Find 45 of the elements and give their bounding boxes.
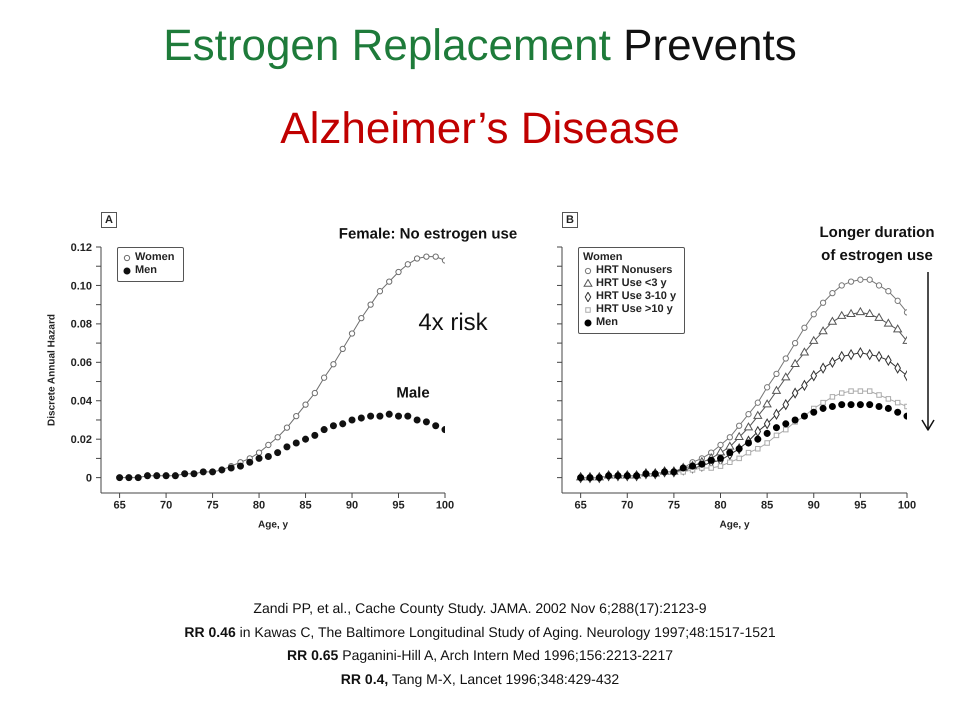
x-tick-label: 90 [808, 499, 820, 512]
x-tick-label: 65 [113, 499, 126, 512]
legend-label: HRT Use 3-10 y [596, 290, 676, 303]
x-tick-label: 100 [898, 499, 916, 512]
x-tick-label: 80 [252, 499, 266, 512]
text: RR 0.4, Tang M-X, Lancet 1996;348:429-432 [340, 670, 620, 690]
legend-label: HRT Use <3 y [596, 277, 667, 290]
x-axis-title: Age, y [719, 520, 750, 530]
legend-title: Women [583, 251, 624, 264]
x-tick-label: 70 [160, 499, 172, 512]
annotation: Longer duration of estrogen use [818, 223, 936, 266]
y-tick-label: 0.12 [70, 242, 92, 254]
annotation: Male [396, 384, 430, 402]
x-tick-label: 75 [206, 499, 219, 512]
y-tick-label: 0.04 [70, 396, 93, 408]
x-tick-label: 100 [436, 499, 454, 512]
legend-label: Women [135, 251, 175, 264]
annotation: 4x risk [418, 309, 488, 337]
text: RR 0.46 in Kawas C, The Baltimore Longitudinal Study of Aging. Neurology 1997;48:1517-1521 [183, 622, 777, 642]
x-tick-label: 95 [854, 499, 867, 512]
y-axis-title: Discrete Annual Hazard [46, 314, 58, 426]
x-tick-label: 85 [761, 499, 774, 512]
x-tick-label: 95 [392, 499, 405, 512]
y-tick-label: 0.06 [70, 357, 92, 370]
x-tick-label: 70 [621, 499, 634, 512]
chart-title: Estrogen Replacement Prevents Alzheimer’s Disease [163, 21, 797, 153]
y-tick-label: 0 [86, 472, 92, 484]
y-tick-label: 0.02 [70, 434, 92, 446]
text: Female: No estrogen use [338, 226, 518, 242]
chart-title: B [562, 212, 578, 228]
y-tick-label: 0.08 [70, 318, 92, 331]
x-tick-label: 75 [668, 499, 680, 512]
text: RR 0.65 Paganini-Hill A, Arch Intern Med 1996;156:2213-2217 [286, 646, 674, 666]
legend-label: HRT Nonusers [596, 264, 672, 277]
x-tick-label: 90 [346, 499, 358, 512]
x-tick-label: 85 [299, 499, 312, 512]
x-axis-title: Age, y [258, 520, 288, 530]
x-tick-label: 65 [574, 499, 587, 512]
legend-label: HRT Use >10 y [596, 303, 673, 316]
legend-label: Men [135, 264, 157, 277]
y-tick-label: 0.10 [70, 280, 92, 292]
x-tick-label: 80 [714, 499, 727, 512]
legend-label: Men [596, 316, 618, 329]
chart-title: A [101, 212, 117, 228]
text: Zandi PP, et al., Cache County Study. JAMA. 2002 Nov 6;288(17):2123-9 [252, 599, 708, 618]
